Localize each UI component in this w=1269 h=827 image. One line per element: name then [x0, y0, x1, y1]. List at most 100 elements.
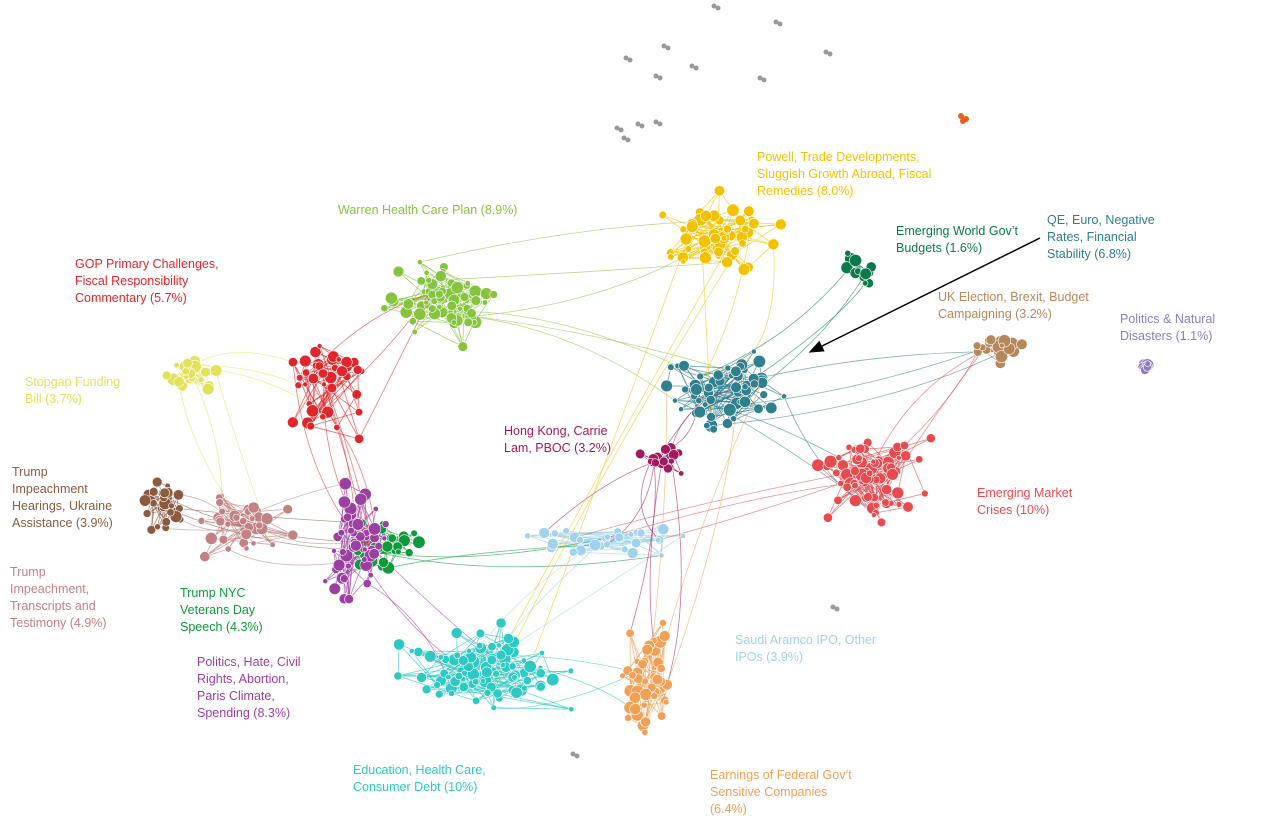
node — [490, 704, 497, 711]
node — [724, 364, 732, 372]
edge — [343, 537, 367, 579]
node — [319, 413, 327, 421]
edge — [711, 348, 1010, 427]
edge — [741, 244, 775, 366]
node — [361, 556, 368, 563]
node — [635, 121, 641, 127]
node — [423, 299, 430, 306]
node — [891, 486, 905, 500]
edge — [388, 543, 608, 569]
node — [138, 494, 152, 507]
node — [489, 290, 498, 299]
node — [660, 379, 673, 393]
edge — [629, 633, 643, 665]
node — [393, 671, 403, 681]
node — [421, 684, 432, 695]
edge — [336, 427, 373, 562]
node — [173, 362, 180, 369]
node — [603, 540, 611, 549]
node — [640, 716, 652, 728]
cluster-label: UK Election, Brexit, Budget — [938, 290, 1089, 304]
node — [173, 376, 185, 388]
node — [536, 682, 546, 692]
node — [721, 235, 728, 242]
node — [690, 383, 703, 396]
cluster-label: Consumer Debt (10%) — [353, 780, 477, 794]
cluster-label: Hong Kong, Carrie — [504, 424, 608, 438]
node — [495, 649, 507, 661]
edge — [456, 632, 493, 660]
node — [660, 444, 671, 455]
node — [416, 276, 426, 286]
cluster-label: Assistance (3.9%) — [12, 516, 113, 530]
node — [915, 455, 924, 464]
node — [294, 381, 303, 390]
node — [393, 638, 405, 651]
node — [255, 521, 264, 530]
node — [702, 401, 709, 408]
node — [299, 354, 312, 368]
edge — [493, 707, 572, 710]
edge — [411, 650, 438, 686]
edge — [253, 534, 293, 544]
node — [172, 489, 185, 501]
node — [767, 238, 780, 251]
node — [250, 540, 257, 547]
node — [511, 674, 518, 681]
node — [352, 365, 363, 375]
node — [651, 673, 664, 686]
node — [321, 381, 327, 388]
node — [408, 317, 417, 326]
cluster-label: Testimony (4.9%) — [10, 616, 107, 630]
node — [154, 523, 161, 531]
edge — [442, 271, 468, 286]
node — [679, 232, 693, 246]
node — [535, 668, 546, 679]
node — [834, 606, 840, 612]
node — [338, 477, 352, 491]
edge — [310, 387, 333, 427]
node — [450, 281, 464, 295]
cluster-label: Powell, Trade Developments, — [757, 150, 920, 164]
node — [374, 542, 383, 551]
node — [960, 118, 966, 124]
node — [372, 506, 379, 512]
node — [351, 518, 365, 531]
node — [614, 125, 620, 131]
node — [445, 673, 452, 681]
node — [339, 574, 349, 583]
cluster-label: Disasters (1.1%) — [1120, 329, 1212, 343]
node — [413, 307, 427, 321]
node — [738, 239, 747, 248]
node — [855, 443, 866, 454]
node — [331, 548, 337, 554]
node — [161, 517, 171, 527]
node — [463, 317, 473, 327]
node — [657, 121, 663, 127]
node — [703, 422, 711, 430]
node — [661, 43, 667, 49]
node — [705, 394, 716, 405]
node — [434, 689, 444, 699]
cluster-label: Remedies (8.0%) — [757, 184, 854, 198]
node — [659, 619, 667, 627]
node — [475, 642, 484, 650]
node — [384, 291, 398, 305]
node — [472, 678, 480, 686]
node — [680, 258, 687, 265]
node — [546, 673, 560, 687]
node — [624, 714, 633, 722]
node — [1016, 338, 1028, 350]
node — [326, 382, 338, 394]
node — [833, 495, 843, 505]
node — [307, 373, 319, 385]
node — [492, 688, 503, 699]
cluster-label: Rights, Abortion, — [197, 672, 289, 686]
node — [837, 480, 845, 487]
node — [232, 513, 241, 522]
node — [538, 650, 545, 657]
node — [777, 21, 783, 27]
node — [714, 185, 726, 197]
node — [404, 548, 414, 558]
node — [378, 557, 389, 568]
